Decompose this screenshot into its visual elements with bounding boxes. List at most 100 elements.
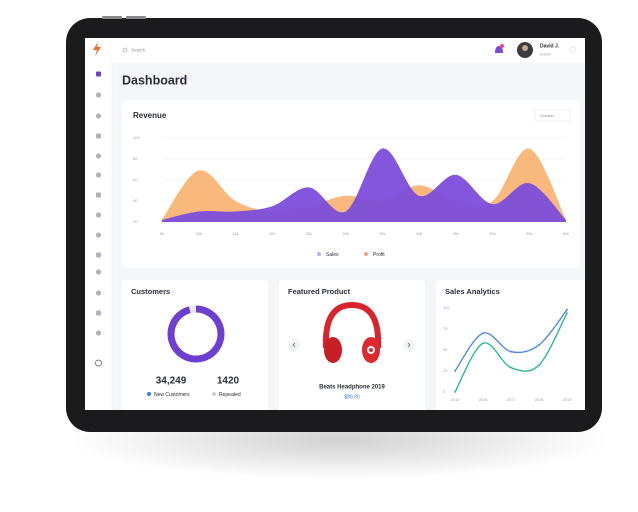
new-customers-value: 34,249 <box>156 376 187 387</box>
sidebar <box>85 38 112 410</box>
nav-icon[interactable] <box>96 252 101 258</box>
x-tick-label: 2015 <box>451 397 461 402</box>
x-tick-label: 20k <box>269 231 275 236</box>
logo-mark <box>369 348 373 352</box>
search-icon[interactable] <box>122 47 128 53</box>
y-tick-label: 75 <box>443 326 448 331</box>
legend-label: Profit <box>373 252 385 258</box>
logout-icon[interactable] <box>95 359 102 367</box>
card-title: Sales Analytics <box>445 287 500 296</box>
point <box>482 342 484 345</box>
y-tick-label: 25 <box>443 368 448 373</box>
next-arrow <box>407 342 411 348</box>
area <box>162 148 566 222</box>
y-tick-label: 100 <box>133 135 140 140</box>
product-price: $89.00 <box>344 394 360 400</box>
revenue-card <box>122 100 580 268</box>
revenue-chart: 20 40 60 80 100 5k 10k 15k 20k 25k 30k 35k 40k 45k 50k… <box>133 135 569 258</box>
dropdown-label[interactable]: October <box>540 113 555 118</box>
nav-icon[interactable] <box>95 172 102 178</box>
sales-analytics-chart: 0 25 50 75 100 2015 2016 2017 2018 2019 <box>443 305 572 402</box>
next-button[interactable] <box>403 339 415 351</box>
legend-marker <box>147 392 151 396</box>
logo[interactable] <box>93 42 101 56</box>
prev-arrow <box>292 342 296 348</box>
x-tick-label: 60k <box>563 231 569 236</box>
x-tick-label: 2019 <box>563 397 573 402</box>
user-menu[interactable] <box>569 46 577 54</box>
customers-card <box>122 280 268 410</box>
nav-icon[interactable] <box>95 113 102 119</box>
tablet-button <box>102 16 122 19</box>
nav-icon[interactable] <box>96 133 101 139</box>
page-title: Dashboard <box>122 73 187 87</box>
nav-icon[interactable] <box>95 290 102 296</box>
topbar <box>112 38 585 63</box>
x-tick-label: 25k <box>306 231 312 236</box>
y-tick-label: 80 <box>133 156 138 161</box>
nav-icon[interactable] <box>95 153 102 159</box>
customers-chart <box>147 305 225 396</box>
point <box>454 391 456 393</box>
legend-label: Sales <box>326 252 339 258</box>
month-dropdown[interactable] <box>534 109 571 122</box>
legend-marker <box>317 252 321 256</box>
donut-segment <box>167 305 225 363</box>
product-name: Beats Headphone 2019 <box>319 385 385 391</box>
user-name: David J. <box>540 43 560 49</box>
tablet-button <box>126 16 146 19</box>
nav-icon[interactable] <box>95 269 102 275</box>
x-tick-label: 2018 <box>535 397 545 402</box>
nav-icon[interactable] <box>95 330 102 336</box>
notification-badge <box>500 44 504 48</box>
x-tick-label: 10k <box>196 231 202 236</box>
x-tick-label: 15k <box>232 231 238 236</box>
sales-analytics-card <box>436 280 585 410</box>
repeated-value: 1420 <box>217 376 240 387</box>
x-tick-label: 2017 <box>507 397 517 402</box>
screen: Search David J. Admin Dashboard Revenue … <box>85 38 585 410</box>
point <box>566 312 568 314</box>
notification-icon[interactable] <box>495 46 503 53</box>
nav-icon[interactable] <box>96 71 101 77</box>
product-card <box>279 280 425 410</box>
y-tick-label: 60 <box>133 177 138 182</box>
legend-marker <box>212 392 216 396</box>
legend-label: New Customers <box>154 392 190 398</box>
nav-icon[interactable] <box>96 310 101 316</box>
card-title: Featured Product <box>288 287 351 296</box>
legend-label: Repeated <box>219 392 241 398</box>
legend-marker <box>364 252 368 256</box>
x-tick-label: 55k <box>526 231 532 236</box>
nav-icon[interactable] <box>95 92 102 98</box>
nav-icon[interactable] <box>95 212 102 218</box>
nav-icon[interactable] <box>96 192 101 198</box>
prev-button[interactable] <box>288 339 300 351</box>
search-input[interactable]: Search <box>131 48 146 53</box>
y-tick-label: 0 <box>443 389 446 394</box>
x-tick-label: 45k <box>453 231 459 236</box>
x-tick-label: 5k <box>160 231 164 236</box>
x-tick-label: 2016 <box>479 397 489 402</box>
point <box>538 344 540 346</box>
avatar-face <box>522 45 528 51</box>
x-tick-label: 50k <box>489 231 495 236</box>
user-role: Admin <box>540 52 551 57</box>
y-tick-label: 40 <box>133 198 138 203</box>
nav-icon[interactable] <box>95 232 102 238</box>
headphone-band <box>322 301 382 349</box>
point <box>510 350 512 353</box>
point <box>510 366 512 369</box>
ear-cup <box>324 337 342 363</box>
x-tick-label: 30k <box>342 231 348 236</box>
donut-segment <box>188 305 197 314</box>
y-tick-label: 100 <box>443 305 450 310</box>
point <box>482 332 484 335</box>
card-title: Customers <box>131 287 170 296</box>
point <box>454 370 456 372</box>
y-tick-label: 50 <box>443 347 448 352</box>
x-tick-label: 35k <box>379 231 385 236</box>
point <box>566 308 568 311</box>
